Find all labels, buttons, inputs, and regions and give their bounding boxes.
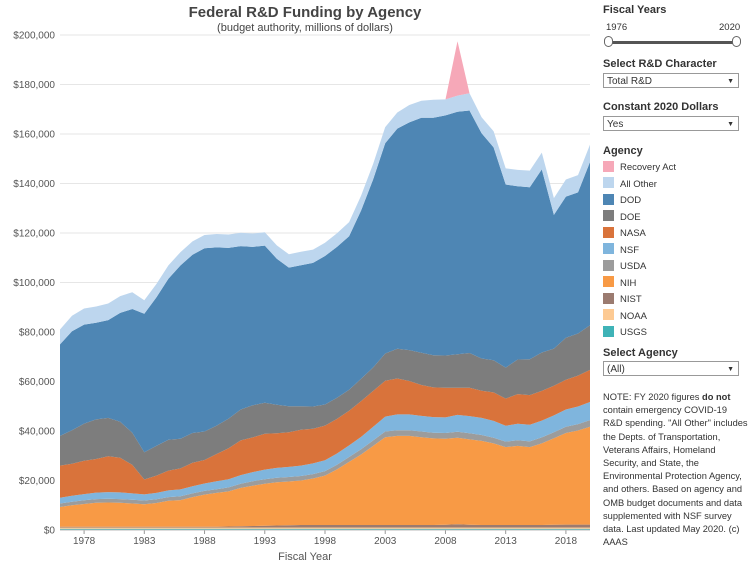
stacked-area-chart: $0 $20,000 $40,000 $60,000 $80,000 $100,000 $1… xyxy=(13,31,590,547)
legend-label: NIST xyxy=(620,294,642,305)
y-tick-label: $80,000 xyxy=(19,328,56,339)
x-tick-label: 2013 xyxy=(495,536,518,547)
y-tick-label: $180,000 xyxy=(13,80,55,91)
area-dod xyxy=(60,110,590,453)
x-tick-label: 1983 xyxy=(133,536,156,547)
area-nsf xyxy=(60,402,590,504)
year-range-slider-track[interactable] xyxy=(609,41,737,44)
y-tick-label: $40,000 xyxy=(19,427,56,438)
x-tick-label: 1998 xyxy=(314,536,337,547)
legend-label: NASA xyxy=(620,228,646,239)
legend-item-usda[interactable]: USDA xyxy=(603,259,647,274)
legend-item-nih[interactable]: NIH xyxy=(603,276,637,291)
year-range-start-handle[interactable] xyxy=(604,36,613,47)
legend-item-usgs[interactable]: USGS xyxy=(603,325,647,340)
y-tick-label: $200,000 xyxy=(13,31,55,42)
x-tick-label: 1978 xyxy=(73,536,96,547)
legend-swatch xyxy=(603,243,614,255)
legend-swatch xyxy=(603,276,614,288)
y-tick-label: $60,000 xyxy=(19,377,56,388)
legend-item-nsf[interactable]: NSF xyxy=(603,243,639,258)
legend-item-all-other[interactable]: All Other xyxy=(603,177,657,192)
area-nih xyxy=(60,426,590,527)
legend-swatch xyxy=(603,259,614,271)
legend-item-dod[interactable]: DOD xyxy=(603,193,642,208)
area-noaa xyxy=(60,527,590,529)
constant-dollars-value: Yes xyxy=(607,119,624,130)
legend-swatch xyxy=(603,309,614,321)
y-tick-label: $120,000 xyxy=(13,229,55,240)
rd-character-dropdown[interactable]: Total R&D ▼ xyxy=(603,73,739,88)
agency-legend-heading: Agency xyxy=(603,145,643,157)
chevron-down-icon: ▼ xyxy=(727,121,734,128)
select-agency-heading: Select Agency xyxy=(603,347,678,359)
select-agency-value: (All) xyxy=(607,364,625,375)
note-text-2: contain emergency COVID-19 R&D spending.… xyxy=(603,405,748,548)
y-tick-label: $140,000 xyxy=(13,179,55,190)
legend-swatch xyxy=(603,160,614,172)
select-agency-dropdown[interactable]: (All) ▼ xyxy=(603,361,739,376)
legend-label: DOE xyxy=(620,211,641,223)
rd-character-heading: Select R&D Character xyxy=(603,58,717,70)
note-text-1: NOTE: FY 2020 figures xyxy=(603,392,703,402)
legend-swatch xyxy=(603,210,614,222)
legend-swatch xyxy=(603,292,614,304)
chevron-down-icon: ▼ xyxy=(727,366,734,373)
legend-swatch xyxy=(603,325,614,337)
x-tick-label: 1988 xyxy=(193,536,216,547)
x-tick-label: 1993 xyxy=(254,536,277,547)
legend-label: NOAA xyxy=(620,310,647,322)
y-tick-label: $0 xyxy=(44,526,56,537)
legend-label: NSF xyxy=(620,244,639,256)
legend-swatch xyxy=(603,177,614,189)
legend-item-nist[interactable]: NIST xyxy=(603,292,642,307)
legend-swatch xyxy=(603,193,614,205)
legend-item-nasa[interactable]: NASA xyxy=(603,226,646,241)
y-tick-label: $160,000 xyxy=(13,130,55,141)
chart-subtitle: (budget authority, millions of dollars) xyxy=(217,22,393,34)
footnote: NOTE: FY 2020 figures do not contain eme… xyxy=(603,391,748,549)
area-doe xyxy=(60,325,590,480)
constant-dollars-dropdown[interactable]: Yes ▼ xyxy=(603,116,739,131)
rd-character-value: Total R&D xyxy=(607,76,653,87)
legend-label: DOD xyxy=(620,195,642,206)
note-text-bold: do not xyxy=(702,392,731,402)
legend-label: USGS xyxy=(620,327,647,338)
year-range-end-handle[interactable] xyxy=(732,36,741,47)
legend-label: Recovery Act xyxy=(620,162,676,173)
y-tick-label: $20,000 xyxy=(19,476,56,487)
chart-title: Federal R&D Funding by Agency xyxy=(188,4,422,21)
legend-item-doe[interactable]: DOE xyxy=(603,210,641,225)
range-end-label: 2020 xyxy=(719,22,741,33)
area-nist xyxy=(60,524,590,528)
legend-item-noaa[interactable]: NOAA xyxy=(603,309,647,324)
fiscal-years-heading: Fiscal Years xyxy=(603,4,667,16)
constant-dollars-heading: Constant 2020 Dollars xyxy=(603,101,719,113)
y-tick-label: $100,000 xyxy=(13,278,55,289)
range-start-label: 1976 xyxy=(606,22,628,33)
legend-label: NIH xyxy=(620,277,637,289)
legend-label: All Other xyxy=(620,178,657,190)
legend-item-recovery-act[interactable]: Recovery Act xyxy=(603,160,676,175)
x-tick-label: 2003 xyxy=(374,536,397,547)
chevron-down-icon: ▼ xyxy=(727,78,734,85)
x-axis-label: Fiscal Year xyxy=(278,551,332,563)
x-tick-label: 2008 xyxy=(434,536,457,547)
legend-label: USDA xyxy=(620,261,647,272)
x-tick-label: 2018 xyxy=(555,536,578,547)
area-nasa xyxy=(60,369,590,498)
legend-swatch xyxy=(603,226,614,238)
